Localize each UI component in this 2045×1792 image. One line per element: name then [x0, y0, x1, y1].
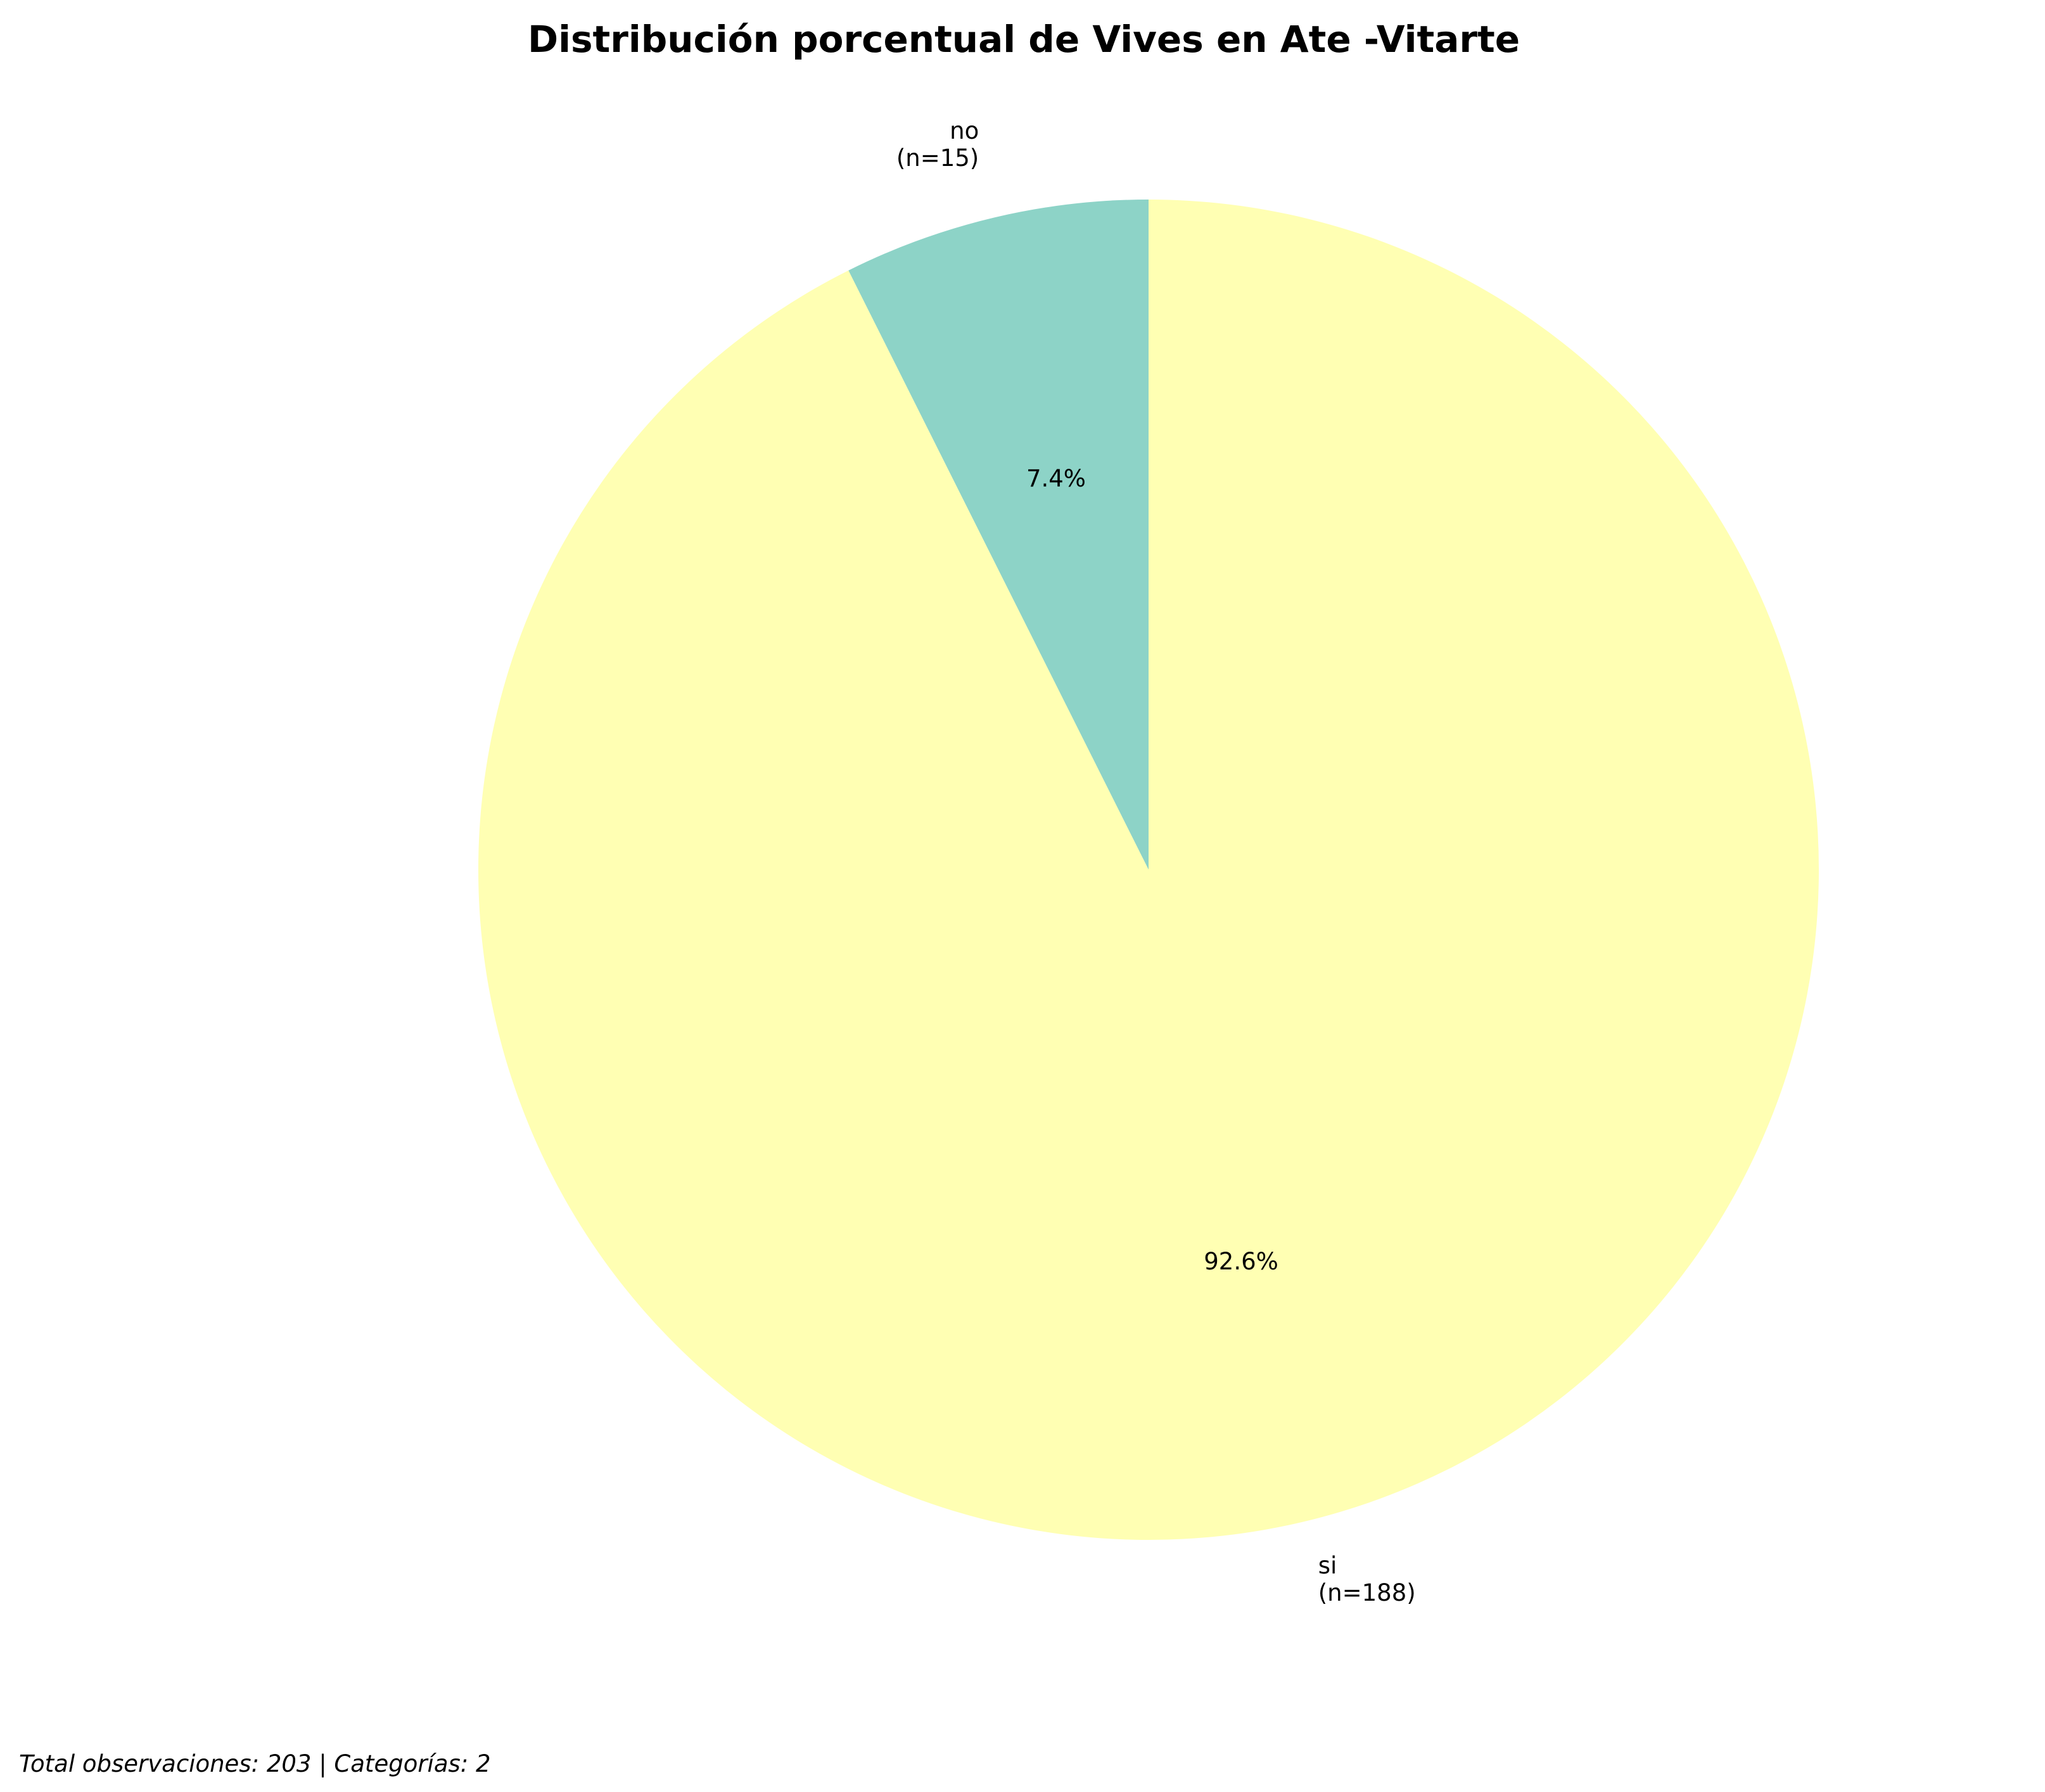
slice-percent-label-no: 7.4% [1026, 465, 1086, 492]
pie-labels: no (n=15) 7.4% si (n=188) 92.6% [896, 117, 1416, 1606]
pie-slices [478, 200, 1819, 1541]
slice-count-label-si: (n=188) [1318, 1579, 1416, 1606]
slice-count-label-no: (n=15) [896, 144, 979, 172]
slice-category-label-si: si [1318, 1552, 1337, 1579]
chart-title: Distribución porcentual de Vives en Ate … [528, 18, 1520, 61]
pie-slice-si [478, 200, 1819, 1541]
slice-category-label-no: no [950, 117, 979, 144]
slice-percent-label-si: 92.6% [1204, 1248, 1278, 1275]
pie-slice-no [848, 200, 1149, 870]
footer-note: Total observaciones: 203 | Categorías: 2 [19, 1750, 491, 1777]
